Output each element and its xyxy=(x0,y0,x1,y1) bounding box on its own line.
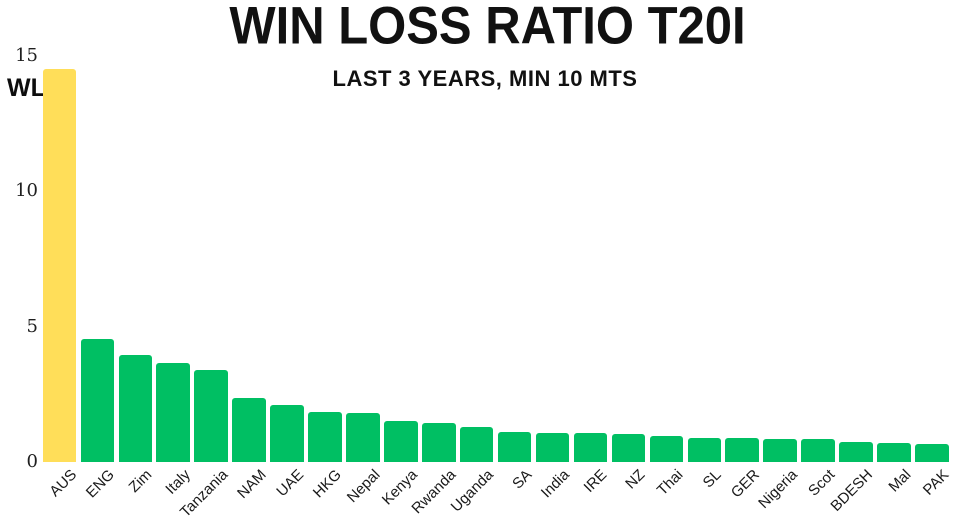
bar-Nepal xyxy=(346,412,380,462)
y-tick-label: 15 xyxy=(15,44,38,66)
x-tick-label: SA xyxy=(508,466,535,493)
bar-UAE xyxy=(270,405,304,462)
x-tick-label: ENG xyxy=(82,466,118,502)
chart-title: WIN LOSS RATIO T20I xyxy=(229,0,746,56)
bar-Italy xyxy=(156,363,190,462)
x-tick-label: UAE xyxy=(273,466,308,501)
x-tick-label: NZ xyxy=(622,466,649,493)
bar-Nigeria xyxy=(763,438,797,462)
x-tick-label: IRE xyxy=(581,466,611,497)
y-axis-title: WL xyxy=(7,74,46,102)
bar-Mal xyxy=(877,443,911,462)
bar-Tanzania xyxy=(194,369,228,462)
bar-India xyxy=(535,432,570,462)
x-tick-label: India xyxy=(537,466,573,502)
bar-Scot xyxy=(801,438,835,462)
x-tick-label: Nepal xyxy=(343,466,384,507)
bar-Rwanda xyxy=(422,423,456,462)
x-tick-label: BDESH xyxy=(827,466,877,515)
x-tick-label: Scot xyxy=(805,466,839,500)
bar-HKG xyxy=(308,412,342,462)
y-tick-label: 5 xyxy=(26,315,38,337)
bar-BDESH xyxy=(839,442,873,462)
bar-Thai xyxy=(649,436,684,462)
bar-Kenya xyxy=(384,420,418,462)
x-tick-label: Zim xyxy=(125,466,156,496)
y-tick-label: 10 xyxy=(15,180,38,201)
x-tick-label: Nigeria xyxy=(754,466,801,512)
bar-IRE xyxy=(573,433,608,462)
x-tick-label: Mal xyxy=(885,466,915,496)
x-tick-label: Thai xyxy=(653,466,687,499)
x-tick-label: Italy xyxy=(162,466,194,498)
bar-AUS xyxy=(42,69,77,462)
x-tick-label: NAM xyxy=(233,466,270,502)
bar-Zim xyxy=(118,354,153,462)
bar-SL xyxy=(687,437,721,462)
bar-GER xyxy=(725,438,759,462)
bar-Uganda xyxy=(459,426,494,462)
x-tick-label: HKG xyxy=(310,466,346,502)
bar-SA xyxy=(497,431,532,462)
bar-ENG xyxy=(80,338,115,462)
x-tick-label: PAK xyxy=(919,466,953,499)
bar-NZ xyxy=(611,433,646,462)
bar-NAM xyxy=(232,398,266,462)
x-tick-label: SL xyxy=(699,466,725,492)
bar-PAK xyxy=(915,444,949,462)
chart-subtitle: LAST 3 YEARS, MIN 10 MTS xyxy=(332,66,638,91)
x-tick-label: AUS xyxy=(45,466,80,501)
y-tick-label: 0 xyxy=(26,451,38,472)
